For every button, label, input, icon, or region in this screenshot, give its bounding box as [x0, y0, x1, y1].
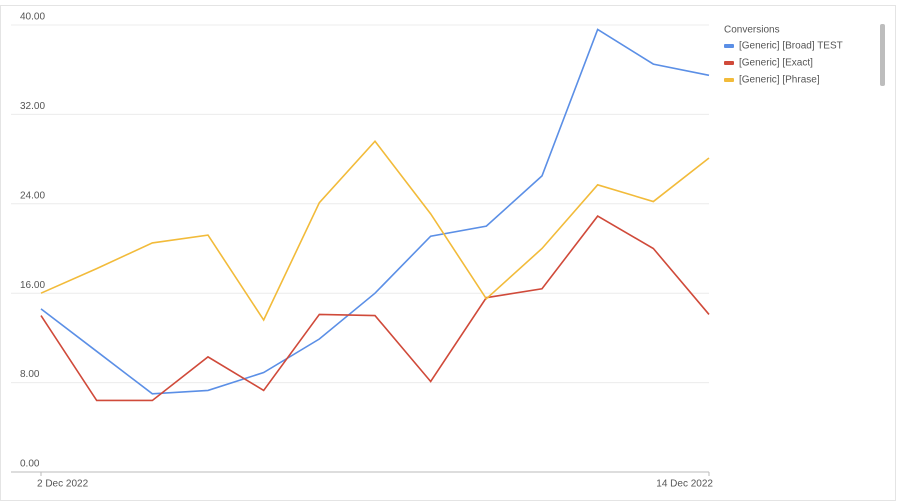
line-series — [40, 28, 710, 395]
scrollbar[interactable] — [880, 24, 885, 86]
y-tick-label: 0.00 — [20, 459, 40, 470]
y-tick-label: 32.00 — [20, 101, 45, 112]
legend-swatch — [724, 78, 734, 82]
y-tick-label: 8.00 — [20, 369, 40, 380]
legend-label: [Generic] [Phrase] — [739, 75, 820, 86]
legend-swatch — [724, 61, 734, 65]
x-tick-label: 14 Dec 2022 — [656, 479, 713, 490]
legend-label: [Generic] [Broad] TEST — [739, 41, 843, 52]
legend-swatch — [724, 44, 734, 48]
chart-card — [0, 5, 896, 501]
line-series — [40, 215, 710, 402]
legend-label: [Generic] [Exact] — [739, 58, 813, 69]
x-tick-label: 2 Dec 2022 — [37, 479, 89, 490]
y-tick-label: 16.00 — [20, 280, 45, 291]
line-series — [40, 139, 710, 322]
y-tick-label: 40.00 — [20, 12, 45, 23]
y-tick-label: 24.00 — [20, 190, 45, 201]
legend-title: Conversions — [724, 25, 780, 36]
